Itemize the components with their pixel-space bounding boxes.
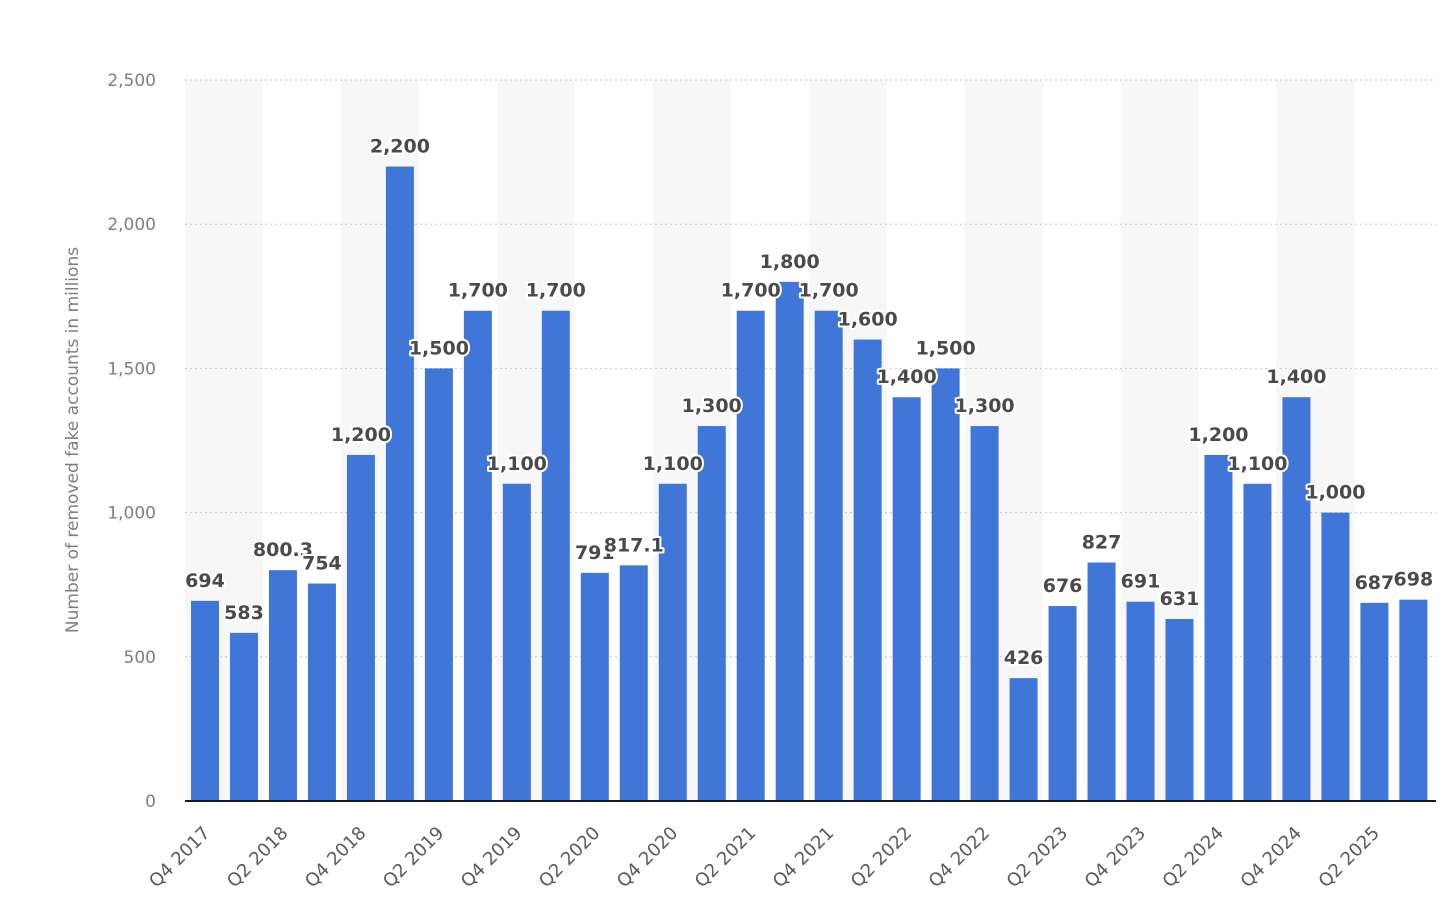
data-label: 827 [1082,531,1122,553]
bar[interactable] [1009,678,1038,801]
bar[interactable] [1399,599,1428,801]
y-tick-label: 1,000 [107,504,156,524]
bars [191,166,1428,801]
data-label: 1,700 [721,280,781,302]
data-label: 698 [1394,569,1434,591]
data-label: 1,300 [955,395,1015,417]
x-axis-ticks: Q4 2017 Q2 2018 Q4 2018 Q2 2019 Q4 2019 Q2 20… [145,823,1384,892]
y-tick-label: 2,500 [107,71,156,91]
data-label: 631 [1160,588,1200,610]
x-tick-label: Q4 2020 [613,823,682,892]
data-label: 691 [1121,571,1161,593]
data-label: 687 [1355,572,1395,594]
x-tick-label: Q4 2022 [925,823,994,892]
x-tick-label: Q2 2021 [691,823,760,892]
data-label: 1,600 [838,309,898,331]
x-tick-label: Q2 2019 [379,823,448,892]
data-label: 791 [575,542,615,564]
bar[interactable] [853,339,882,801]
bar[interactable] [658,483,687,801]
data-label: 1,000 [1305,482,1365,504]
bar[interactable] [229,632,258,801]
y-tick-label: 2,000 [107,215,156,235]
data-label: 1,200 [1188,424,1248,446]
data-label: 1,400 [1266,366,1326,388]
y-axis-label: Number of removed fake accounts in milli… [63,247,83,633]
data-label: 1,400 [877,366,937,388]
x-tick-label: Q4 2023 [1081,823,1150,892]
bar[interactable] [970,426,999,801]
data-label: 1,700 [526,280,586,302]
bar[interactable] [1360,602,1389,801]
data-label: 800.3 [253,539,313,561]
bar[interactable] [346,454,375,801]
x-tick-label: Q2 2023 [1003,823,1072,892]
data-label: 676 [1043,575,1083,597]
bar[interactable] [1165,619,1194,801]
x-tick-label: Q2 2020 [535,823,604,892]
data-label: 1,700 [799,280,859,302]
data-label: 1,100 [487,453,547,475]
data-label: 694 [185,570,225,592]
x-tick-label: Q2 2022 [847,823,916,892]
x-tick-label: Q4 2018 [301,823,370,892]
data-label: 1,300 [682,395,742,417]
bar[interactable] [931,368,960,801]
data-label: 1,800 [760,251,820,273]
bar[interactable] [1282,397,1311,801]
data-label: 817.1 [604,534,664,556]
x-tick-label: Q4 2021 [769,823,838,892]
y-tick-label: 500 [124,648,156,668]
bar[interactable] [1321,512,1350,801]
bar[interactable] [697,426,726,801]
data-label: 1,700 [448,280,508,302]
y-tick-label: 1,500 [107,359,156,379]
data-label: 426 [1004,647,1044,669]
bar[interactable] [775,281,804,801]
data-label: 583 [224,602,264,624]
data-label: 1,200 [331,424,391,446]
x-tick-label: Q2 2018 [223,823,292,892]
x-tick-label: Q2 2025 [1315,823,1384,892]
bar[interactable] [424,368,453,801]
bar[interactable] [385,166,414,801]
x-tick-label: Q4 2024 [1237,823,1306,892]
bar[interactable] [1204,454,1233,801]
bar[interactable] [502,483,531,801]
bar[interactable] [1243,483,1272,801]
bar[interactable] [736,310,765,801]
bar[interactable] [307,583,336,801]
data-label: 754 [302,553,342,575]
gridlines [185,79,1436,658]
data-label: 1,500 [409,337,469,359]
bar[interactable] [619,565,648,801]
bar[interactable] [814,310,843,801]
x-tick-label: Q2 2024 [1159,823,1228,892]
bar[interactable] [892,397,921,801]
y-tick-label: 0 [145,792,156,812]
bar[interactable] [268,570,297,801]
bar[interactable] [1126,601,1155,801]
bar[interactable] [541,310,570,801]
data-label: 2,200 [370,136,430,158]
data-label: 1,100 [643,453,703,475]
bar[interactable] [463,310,492,801]
data-label: 1,500 [916,337,976,359]
data-label: 1,100 [1227,453,1287,475]
bar[interactable] [580,572,609,801]
x-tick-label: Q4 2019 [457,823,526,892]
x-tick-label: Q4 2017 [145,823,214,892]
bar[interactable] [191,600,219,801]
bar[interactable] [1087,562,1116,801]
y-axis-ticks: 0 500 1,000 1,500 2,000 2,500 [107,71,156,812]
bar[interactable] [1048,606,1077,801]
